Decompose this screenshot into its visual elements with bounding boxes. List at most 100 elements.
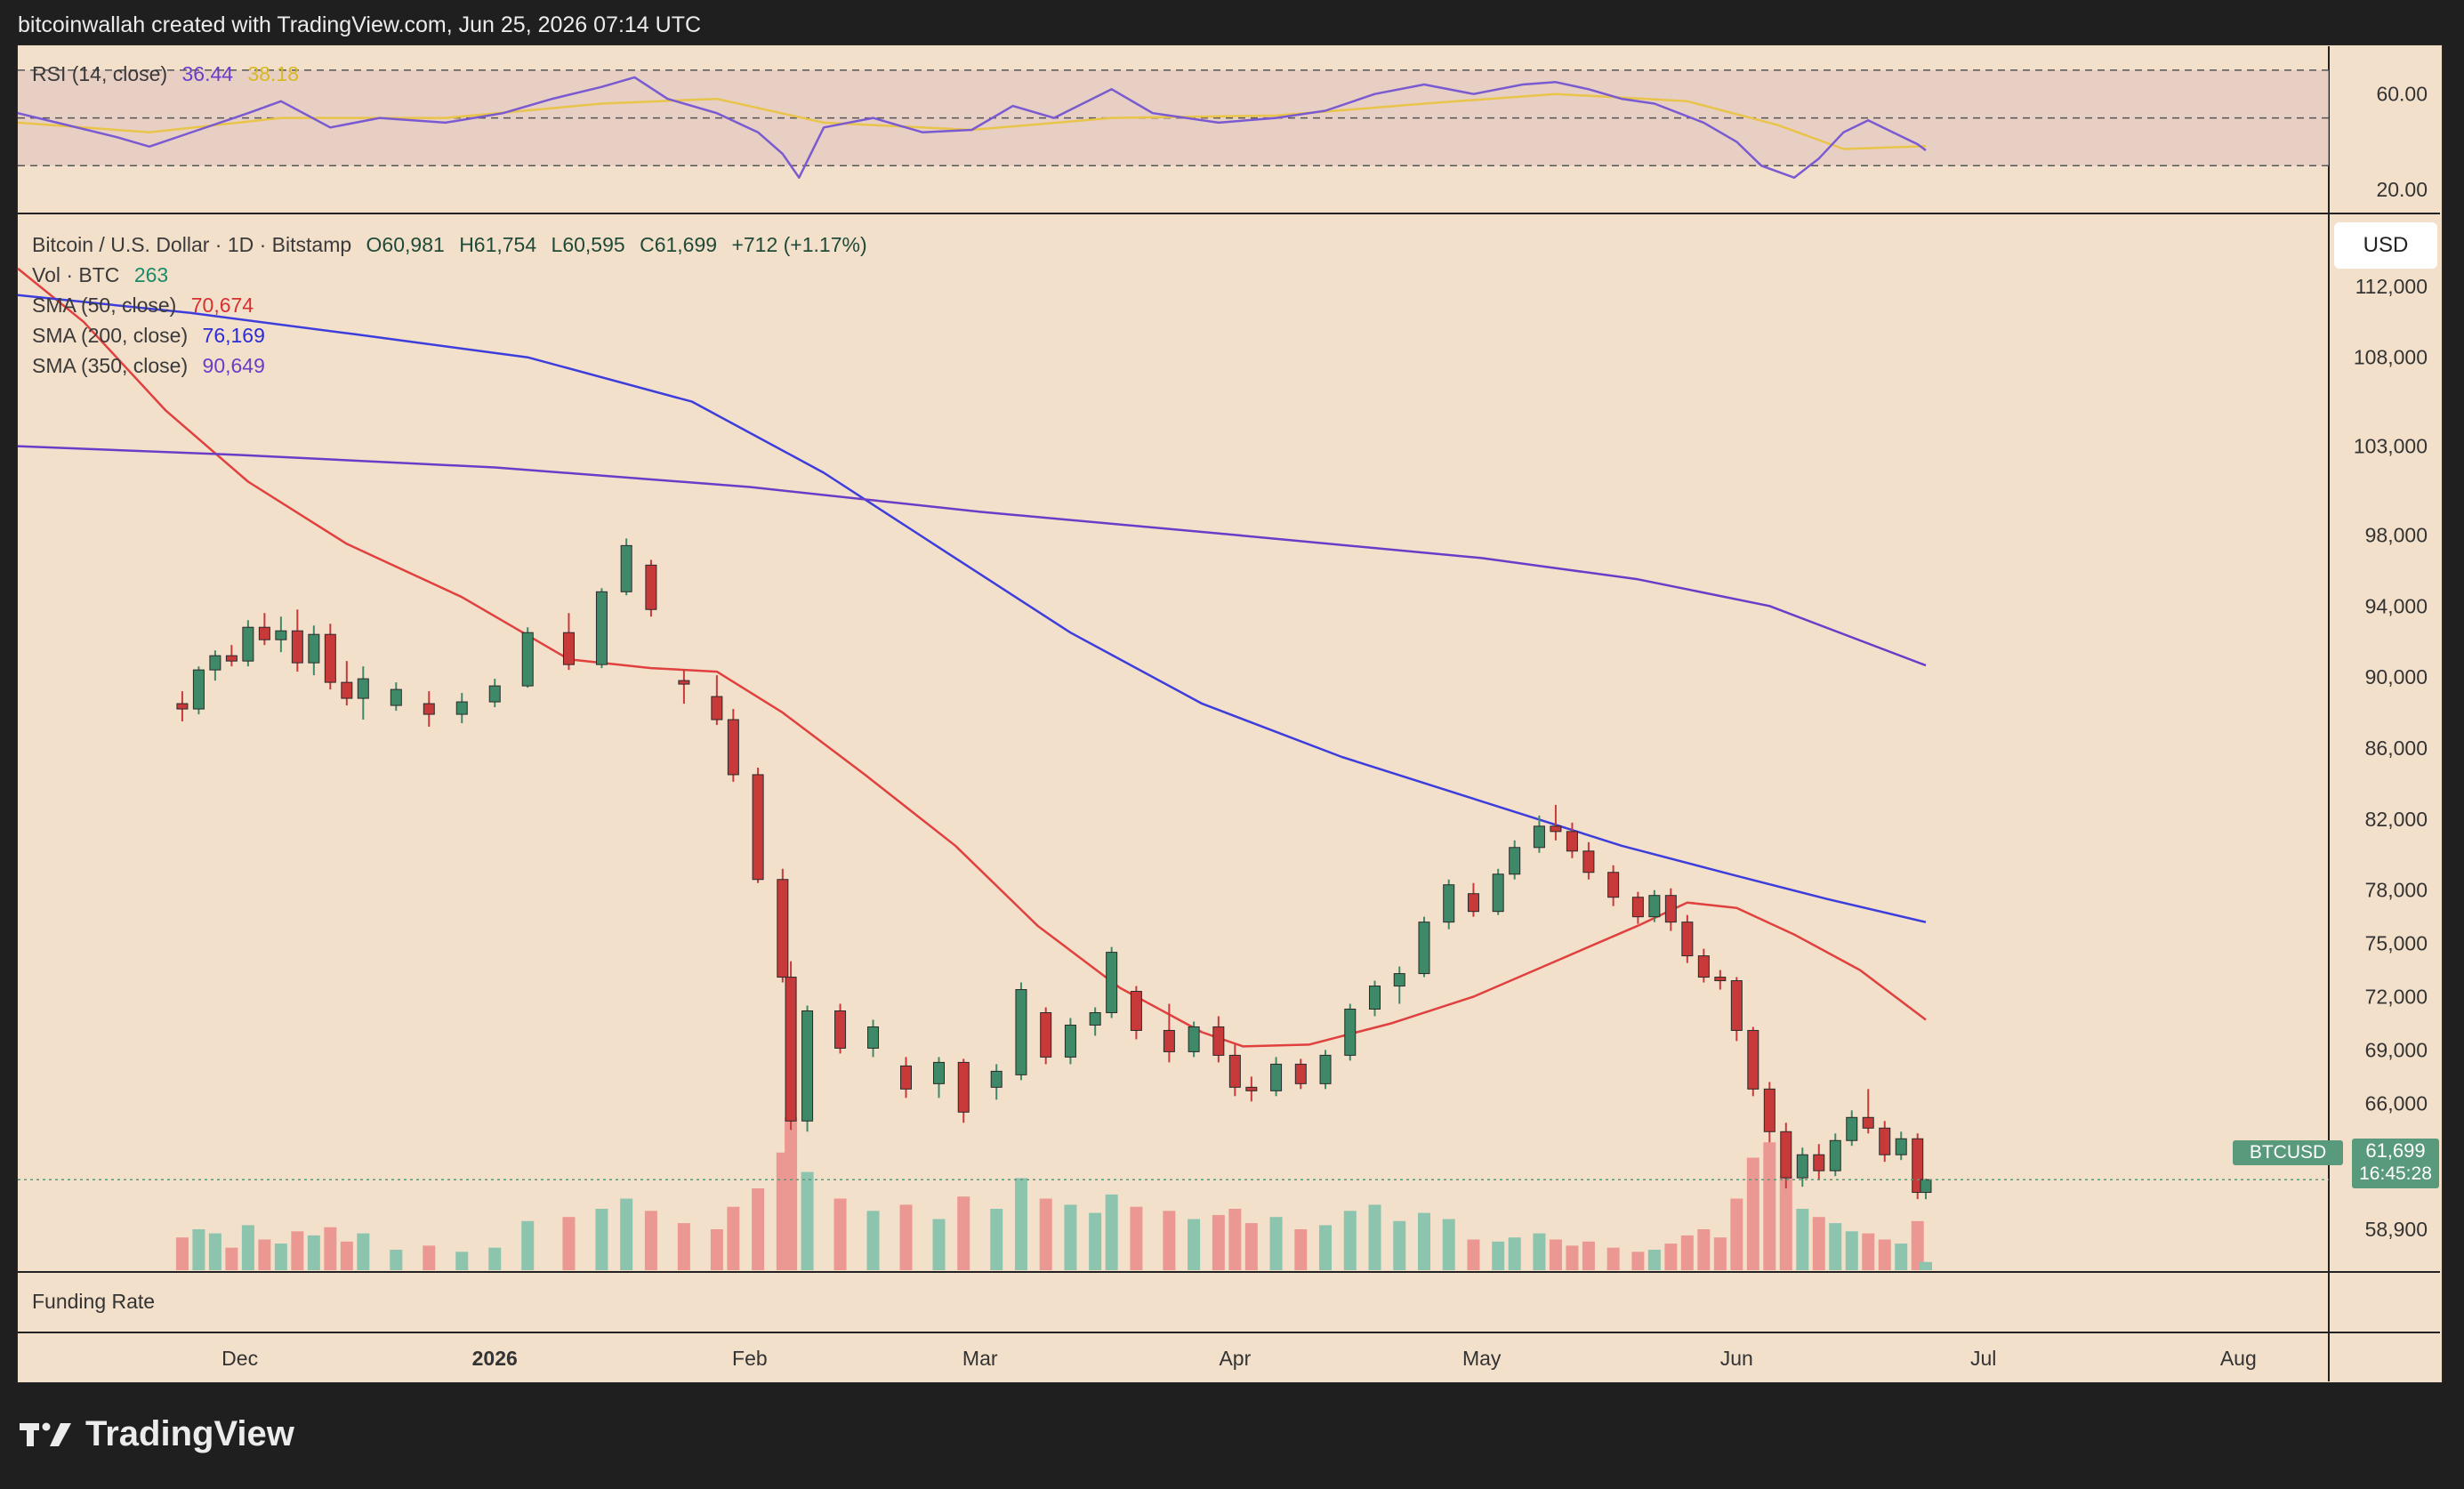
candle-body: [1188, 1026, 1200, 1052]
price-tick-label: 75,000: [2365, 932, 2428, 955]
candle-body: [1228, 1054, 1241, 1088]
candle-body: [1015, 989, 1027, 1075]
candle-body: [1829, 1139, 1841, 1171]
volume-bar: [1606, 1247, 1620, 1270]
candle-body: [1294, 1063, 1307, 1084]
high-value: H61,754: [459, 233, 537, 256]
candle-body: [192, 669, 205, 710]
candle-body: [1369, 986, 1381, 1010]
candle-body: [423, 703, 435, 715]
symbol-legend[interactable]: Bitcoin / U.S. Dollar · 1D · Bitstamp O6…: [32, 233, 876, 257]
candle-body: [1912, 1138, 1924, 1194]
close-value: C61,699: [640, 233, 718, 256]
volume-bar: [1919, 1261, 1932, 1270]
rsi-legend[interactable]: RSI (14, close) 36.44 38.18: [32, 62, 308, 86]
rsi-label: RSI (14, close): [32, 62, 168, 85]
volume-bar: [241, 1225, 254, 1270]
candle-body: [1566, 831, 1578, 852]
volume-bar: [1911, 1220, 1924, 1270]
volume-bar: [1064, 1204, 1077, 1270]
rsi-ma-line: [17, 93, 1927, 150]
funding-rate-label[interactable]: Funding Rate: [32, 1290, 156, 1313]
volume-bar: [1582, 1241, 1595, 1270]
candle-body: [275, 630, 287, 640]
price-tick-label: 103,000: [2354, 435, 2428, 458]
candle-body: [1212, 1026, 1225, 1056]
sma50-value: 70,674: [190, 294, 254, 317]
bar-countdown: 16:45:28: [2359, 1163, 2432, 1184]
candle-body: [488, 685, 501, 703]
candle-body: [1089, 1011, 1101, 1026]
sma350-legend[interactable]: SMA (350, close) 90,649: [32, 354, 274, 378]
sma200-legend[interactable]: SMA (200, close) 76,169: [32, 324, 274, 348]
volume-bar: [1319, 1225, 1333, 1270]
volume-bar: [455, 1252, 469, 1270]
candle-body: [341, 681, 353, 699]
candle-body: [562, 632, 575, 665]
candle-body: [1648, 895, 1661, 918]
volume-bar: [324, 1227, 337, 1270]
volume-bar: [1393, 1220, 1406, 1270]
candle-body: [1163, 1029, 1175, 1052]
volume-bar: [1269, 1217, 1283, 1270]
candle-body: [357, 678, 369, 699]
tradingview-brand[interactable]: TradingView: [20, 1414, 294, 1454]
volume-bar: [488, 1247, 502, 1270]
volume-bar: [1130, 1206, 1143, 1270]
candle-body: [1607, 872, 1620, 898]
volume-bar: [801, 1171, 814, 1270]
candle-body: [291, 630, 303, 664]
candle-body: [990, 1070, 1003, 1088]
sma200-label: SMA (200, close): [32, 324, 189, 347]
volume-bar: [1829, 1223, 1842, 1270]
low-value: L60,595: [551, 233, 625, 256]
price-tick-label: 86,000: [2365, 736, 2428, 760]
candle-body: [834, 1010, 847, 1049]
candle-body: [1681, 922, 1694, 957]
volume-bar: [307, 1235, 320, 1270]
open-value: O60,981: [366, 233, 445, 256]
time-tick-label: Apr: [1219, 1347, 1251, 1370]
volume-bar: [1631, 1252, 1645, 1270]
currency-button[interactable]: USD: [2334, 222, 2437, 269]
candle-body: [1492, 873, 1504, 913]
brand-name: TradingView: [85, 1414, 294, 1453]
candle-body: [1697, 955, 1710, 978]
volume-bar: [357, 1233, 370, 1270]
price-tick-label: 82,000: [2365, 808, 2428, 831]
price-tick-label: 66,000: [2365, 1091, 2428, 1115]
sma50-legend[interactable]: SMA (50, close) 70,674: [32, 294, 262, 318]
candle-body: [1040, 1011, 1052, 1058]
candle-body: [455, 701, 468, 715]
rsi-value: 36.44: [181, 62, 234, 85]
volume-bar: [1442, 1219, 1455, 1270]
volume-bar: [1845, 1231, 1858, 1270]
volume-bar: [1343, 1211, 1357, 1270]
volume-bar: [1508, 1237, 1521, 1270]
last-price-tag: 61,699 16:45:28: [2352, 1139, 2439, 1188]
volume-legend[interactable]: Vol · BTC 263: [32, 263, 177, 287]
candle-body: [645, 564, 657, 610]
candle-body: [1780, 1131, 1792, 1179]
rsi-tick-label: 60.00: [2376, 83, 2428, 106]
volume-bar: [1039, 1198, 1052, 1270]
sma50-label: SMA (50, close): [32, 294, 177, 317]
volume-bar: [274, 1244, 287, 1270]
volume-bar: [1105, 1194, 1118, 1270]
volume-bar: [1664, 1244, 1678, 1270]
volume-bar: [1680, 1235, 1694, 1270]
candle-body: [1130, 991, 1142, 1031]
volume-bar: [208, 1233, 221, 1270]
volume-bar: [1746, 1157, 1759, 1270]
candle-body: [620, 544, 632, 592]
volume-bar: [521, 1220, 535, 1270]
candle-body: [1064, 1024, 1076, 1058]
chart-caption: bitcoinwallah created with TradingView.c…: [18, 12, 702, 37]
volume-bar: [644, 1211, 657, 1270]
candle-body: [1664, 895, 1677, 923]
candle-body: [1763, 1088, 1776, 1132]
candle-body: [1270, 1063, 1283, 1091]
time-tick-label: Jul: [1970, 1347, 1996, 1370]
candle-body: [1796, 1154, 1808, 1179]
